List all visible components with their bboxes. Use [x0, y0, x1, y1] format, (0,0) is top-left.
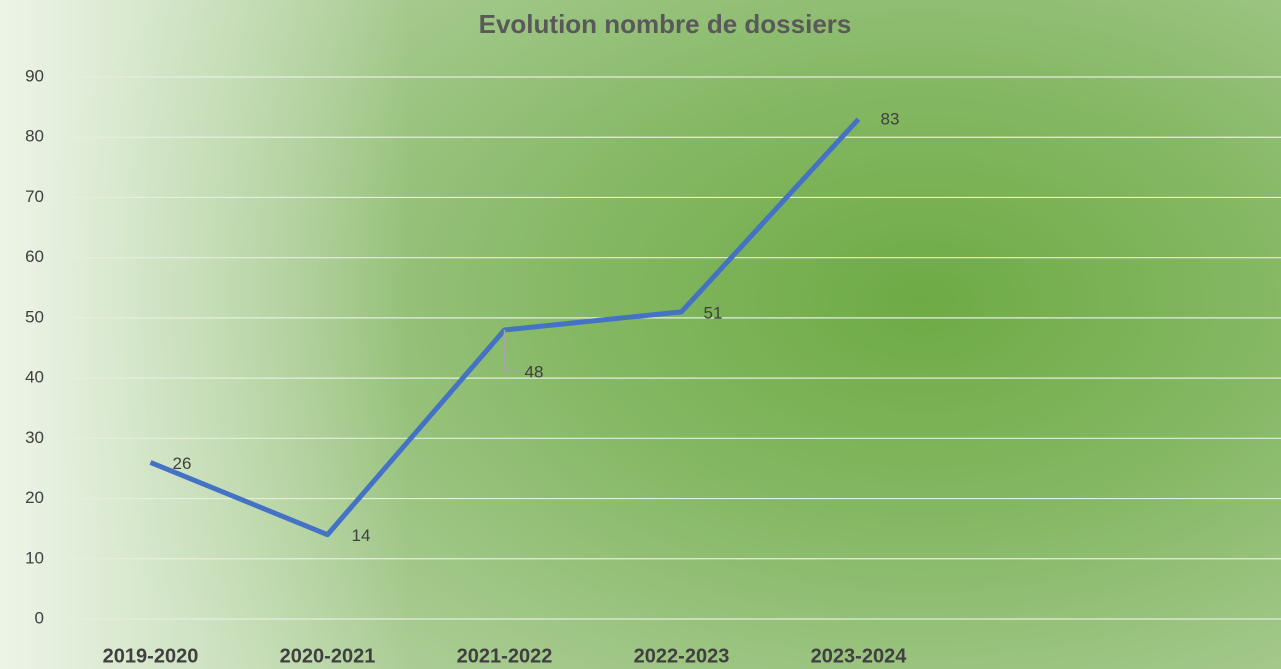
y-tick-label: 50 [25, 307, 44, 326]
x-tick-label: 2023-2024 [811, 645, 908, 667]
y-tick-label: 0 [35, 608, 44, 627]
x-tick-label: 2020-2021 [280, 645, 376, 667]
x-tick-label: 2022-2023 [634, 645, 730, 667]
data-line [149, 117, 861, 538]
x-tick-label: 2019-2020 [103, 645, 199, 667]
data-label: 26 [173, 454, 192, 473]
y-tick-label: 80 [25, 127, 44, 146]
leader-line [503, 329, 521, 372]
data-label: 14 [352, 526, 371, 545]
y-tick-label: 30 [25, 428, 44, 447]
chart-title: Evolution nombre de dossiers [479, 9, 852, 39]
y-tick-label: 90 [25, 66, 44, 85]
y-tick-label: 40 [25, 368, 44, 387]
y-tick-label: 60 [25, 247, 44, 266]
y-tick-label: 20 [25, 488, 44, 507]
y-tick-label: 10 [25, 548, 44, 567]
x-tick-label: 2021-2022 [457, 645, 553, 667]
data-label: 51 [704, 303, 723, 322]
y-tick-label: 70 [25, 187, 44, 206]
data-label: 83 [881, 110, 900, 129]
data-label: 48 [525, 362, 544, 381]
